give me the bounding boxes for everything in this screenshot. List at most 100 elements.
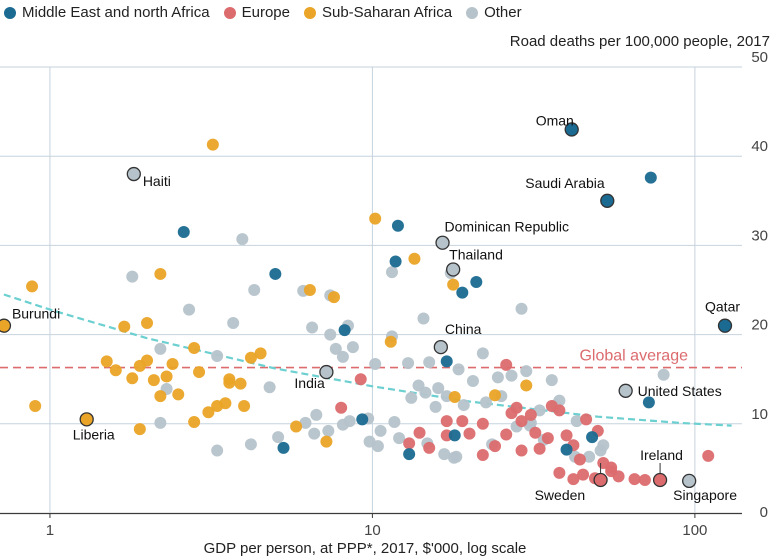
data-point xyxy=(457,399,470,412)
data-point xyxy=(466,374,479,387)
data-point xyxy=(335,401,348,414)
x-tick-label: 1 xyxy=(46,522,54,539)
data-point xyxy=(642,396,655,409)
data-point xyxy=(369,212,382,225)
data-point xyxy=(219,397,232,410)
data-point xyxy=(236,233,249,246)
data-point xyxy=(605,461,618,474)
data-point xyxy=(154,416,167,429)
data-point xyxy=(440,415,453,428)
point-label: Singapore xyxy=(673,487,737,503)
data-point xyxy=(456,415,469,428)
grid: 0 10 20 30 40 50 1 10 100 Global average xyxy=(0,49,768,539)
highlighted-point xyxy=(717,318,733,333)
highlighted-point xyxy=(433,339,448,355)
data-point xyxy=(423,441,436,454)
data-point xyxy=(405,391,418,404)
y-axis-title: Road deaths per 100,000 people, 2017 xyxy=(510,33,770,50)
data-point xyxy=(327,291,340,304)
data-point xyxy=(254,347,267,360)
data-point xyxy=(402,357,415,370)
highlighted-point xyxy=(79,412,94,427)
data-point xyxy=(329,342,342,355)
data-point xyxy=(244,351,257,364)
point-label: Qatar xyxy=(705,299,740,315)
data-point xyxy=(310,408,323,421)
data-point xyxy=(336,350,349,363)
data-point xyxy=(432,382,445,395)
legend-item-mena: Middle East and north Africa xyxy=(4,4,210,21)
x-tick-label: 10 xyxy=(364,522,381,539)
data-point xyxy=(403,448,416,461)
data-point xyxy=(320,435,333,448)
legend-label: Sub-Saharan Africa xyxy=(321,4,453,21)
data-point xyxy=(597,439,610,452)
highlighted-point xyxy=(600,193,615,208)
point-labels: Oman Saudi Arabia Qatar Haiti Dominican Repu… xyxy=(12,112,740,503)
data-point xyxy=(238,399,251,412)
point-label: Dominican Republic xyxy=(445,219,570,235)
point-label: Oman xyxy=(536,112,574,128)
data-point xyxy=(423,356,436,369)
data-point xyxy=(570,415,583,428)
x-tick-label: 100 xyxy=(682,522,707,539)
legend-swatch xyxy=(466,6,479,19)
data-point xyxy=(385,266,398,279)
point-label: China xyxy=(445,321,482,337)
data-point xyxy=(560,429,573,442)
data-point xyxy=(160,370,173,383)
data-point xyxy=(172,388,185,401)
highlighted-point xyxy=(652,472,668,488)
data-point xyxy=(515,302,528,315)
data-point xyxy=(533,442,546,455)
data-point xyxy=(322,424,335,437)
data-point xyxy=(126,372,139,385)
point-label: United States xyxy=(638,383,722,399)
data-point xyxy=(463,427,476,440)
legend-swatch xyxy=(223,6,236,19)
y-tick-label: 30 xyxy=(751,227,768,244)
data-point xyxy=(491,371,504,384)
data-points xyxy=(0,122,733,489)
data-point xyxy=(419,386,432,399)
data-point xyxy=(612,470,625,483)
data-point xyxy=(489,440,502,453)
highlighted-point xyxy=(593,472,608,488)
legend-label: Europe xyxy=(241,4,290,21)
data-point xyxy=(188,416,201,429)
data-point xyxy=(263,381,276,394)
data-point xyxy=(476,347,489,360)
data-point xyxy=(529,426,542,439)
data-point xyxy=(489,389,502,402)
data-point xyxy=(177,226,190,239)
data-point xyxy=(560,443,573,456)
data-point xyxy=(109,364,122,377)
data-point xyxy=(391,219,404,232)
data-point xyxy=(147,374,160,387)
data-point xyxy=(567,473,580,486)
data-point xyxy=(277,441,290,454)
data-point xyxy=(628,473,641,486)
data-point xyxy=(227,317,240,330)
data-point xyxy=(306,321,319,334)
highlighted-point xyxy=(618,383,633,398)
data-point xyxy=(657,368,670,381)
data-point xyxy=(166,358,179,371)
y-tick-label: 50 xyxy=(751,49,768,66)
legend-item-ssa: Sub-Saharan Africa xyxy=(303,4,453,21)
data-point xyxy=(541,432,554,445)
data-point xyxy=(141,354,154,367)
data-point xyxy=(154,267,167,280)
data-point xyxy=(141,317,154,330)
legend-label: Middle East and north Africa xyxy=(22,4,210,21)
data-point xyxy=(269,267,282,280)
data-point xyxy=(515,415,528,428)
data-point xyxy=(346,341,359,354)
data-point xyxy=(211,350,224,363)
point-label: Burundi xyxy=(12,306,60,322)
data-point xyxy=(324,328,337,341)
data-point xyxy=(338,324,351,337)
data-point xyxy=(369,358,382,371)
data-point xyxy=(290,420,303,433)
data-point xyxy=(476,449,489,462)
